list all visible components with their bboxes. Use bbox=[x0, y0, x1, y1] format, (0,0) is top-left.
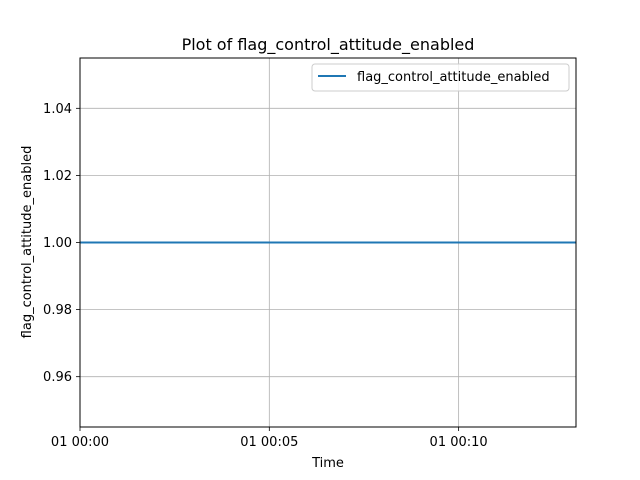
x-tick-label: 01 00:10 bbox=[430, 435, 488, 450]
legend-box bbox=[311, 63, 570, 92]
ticks: 01 00:00 01 00:05 01 00:10 0.96 0.98 1.00 1.02… bbox=[43, 102, 488, 450]
chart-title: Plot of flag_control_attitude_enabled bbox=[182, 35, 475, 55]
legend-label-series-1: flag_control_attitude_enabled bbox=[357, 70, 550, 85]
y-tick-label: 1.02 bbox=[43, 169, 72, 184]
y-tick-label: 0.96 bbox=[43, 370, 72, 385]
legend: flag_control_attitude_enabled bbox=[311, 63, 570, 92]
y-axis-label: flag_control_attitude_enabled bbox=[20, 146, 35, 339]
x-axis-label: Time bbox=[311, 456, 344, 471]
x-tick-label: 01 00:05 bbox=[240, 435, 298, 450]
y-tick-label: 1.00 bbox=[43, 236, 72, 251]
y-tick-label: 1.04 bbox=[43, 102, 72, 117]
x-tick-label: 01 00:00 bbox=[51, 435, 109, 450]
y-tick-label: 0.98 bbox=[43, 303, 72, 318]
